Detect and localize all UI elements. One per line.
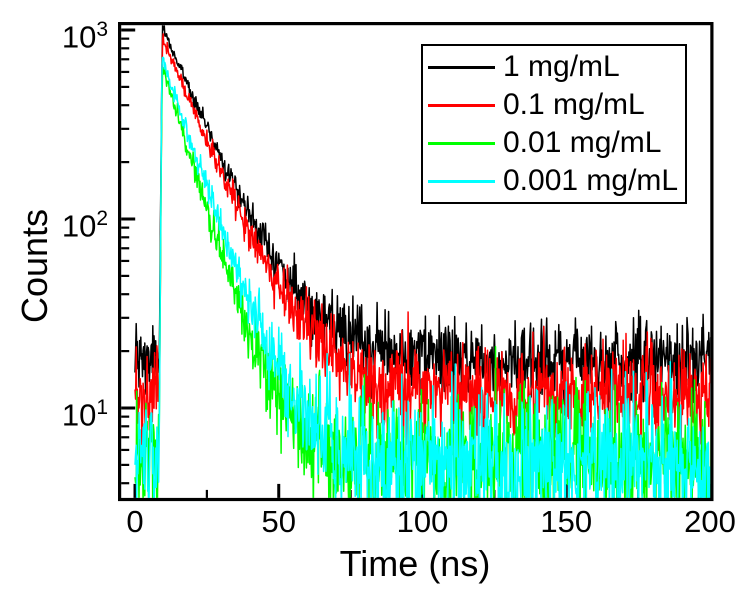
- legend-item: 0.01 mg/mL: [428, 126, 685, 160]
- legend-item: 0.001 mg/mL: [428, 164, 685, 198]
- legend-label: 1 mg/mL: [503, 50, 620, 83]
- legend-line-swatch: [428, 103, 495, 107]
- x-tick-label: 100: [396, 504, 449, 539]
- x-tick-label: 150: [540, 504, 593, 539]
- legend: 1 mg/mL 0.1 mg/mL 0.01 mg/mL 0.001 mg/mL: [421, 44, 687, 204]
- x-axis-title: Time (ns): [339, 543, 491, 584]
- legend-label: 0.01 mg/mL: [503, 126, 662, 159]
- y-axis-title: Counts: [14, 208, 55, 324]
- legend-item: 0.1 mg/mL: [428, 88, 685, 122]
- decay-curve-1-mg-mL: [134, 25, 711, 411]
- y-tick-label: 102: [61, 207, 108, 244]
- decay-curve-0.001-mg-mL: [134, 56, 711, 498]
- x-tick-label: 200: [684, 504, 736, 539]
- y-tick-label: 101: [61, 396, 108, 433]
- decay-curve-0.1-mg-mL: [134, 33, 711, 459]
- plot-frame: [117, 22, 714, 502]
- x-tick-label: 50: [261, 504, 296, 539]
- y-tick-label: 103: [61, 18, 108, 55]
- axis-ticks: [121, 28, 712, 498]
- legend-label: 0.001 mg/mL: [503, 164, 679, 197]
- legend-line-swatch: [428, 141, 495, 145]
- legend-line-swatch: [428, 65, 495, 69]
- legend-label: 0.1 mg/mL: [503, 88, 645, 121]
- x-tick-label: 0: [126, 504, 144, 539]
- decay-curves: [134, 25, 711, 498]
- legend-item: 1 mg/mL: [428, 50, 685, 84]
- legend-line-swatch: [428, 179, 495, 183]
